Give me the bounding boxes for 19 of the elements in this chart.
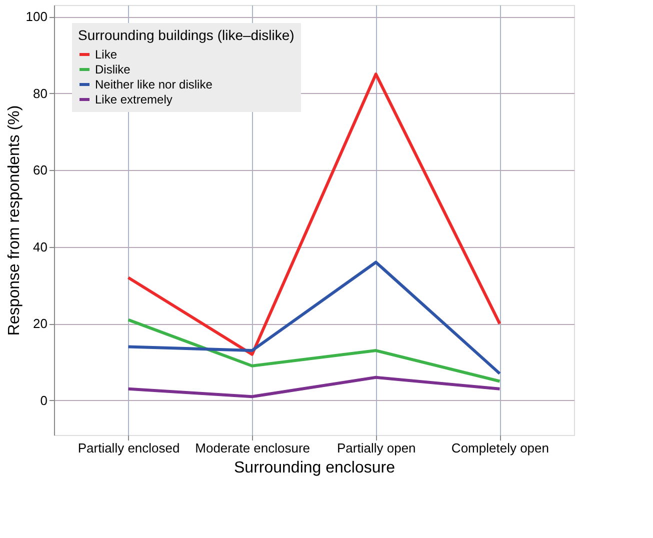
legend-title: Surrounding buildings (like–dislike) [78,27,294,43]
legend-label: Neither like nor dislike [95,78,213,92]
y-tick-label: 80 [33,86,48,101]
line-series [126,318,502,383]
y-tick-label: 20 [33,316,48,332]
legend-label: Like extremely [95,92,172,106]
y-tick-label: 60 [33,162,48,178]
y-tick-label: 100 [26,9,48,24]
x-tick-label: Completely open [451,440,549,456]
y-tick-label: 0 [40,392,48,408]
legend-label: Dislike [95,62,131,76]
x-axis-title: Surrounding enclosure [234,460,396,476]
y-axis-title: Response from respondents (%) [6,105,23,336]
x-tick-label: Partially enclosed [78,440,180,456]
x-tick-label: Moderate enclosure [195,440,310,456]
y-tick-label: 40 [33,239,48,254]
line-series [126,260,502,376]
legend-label: Like [95,48,118,62]
x-tick-label: Partially open [337,440,416,456]
